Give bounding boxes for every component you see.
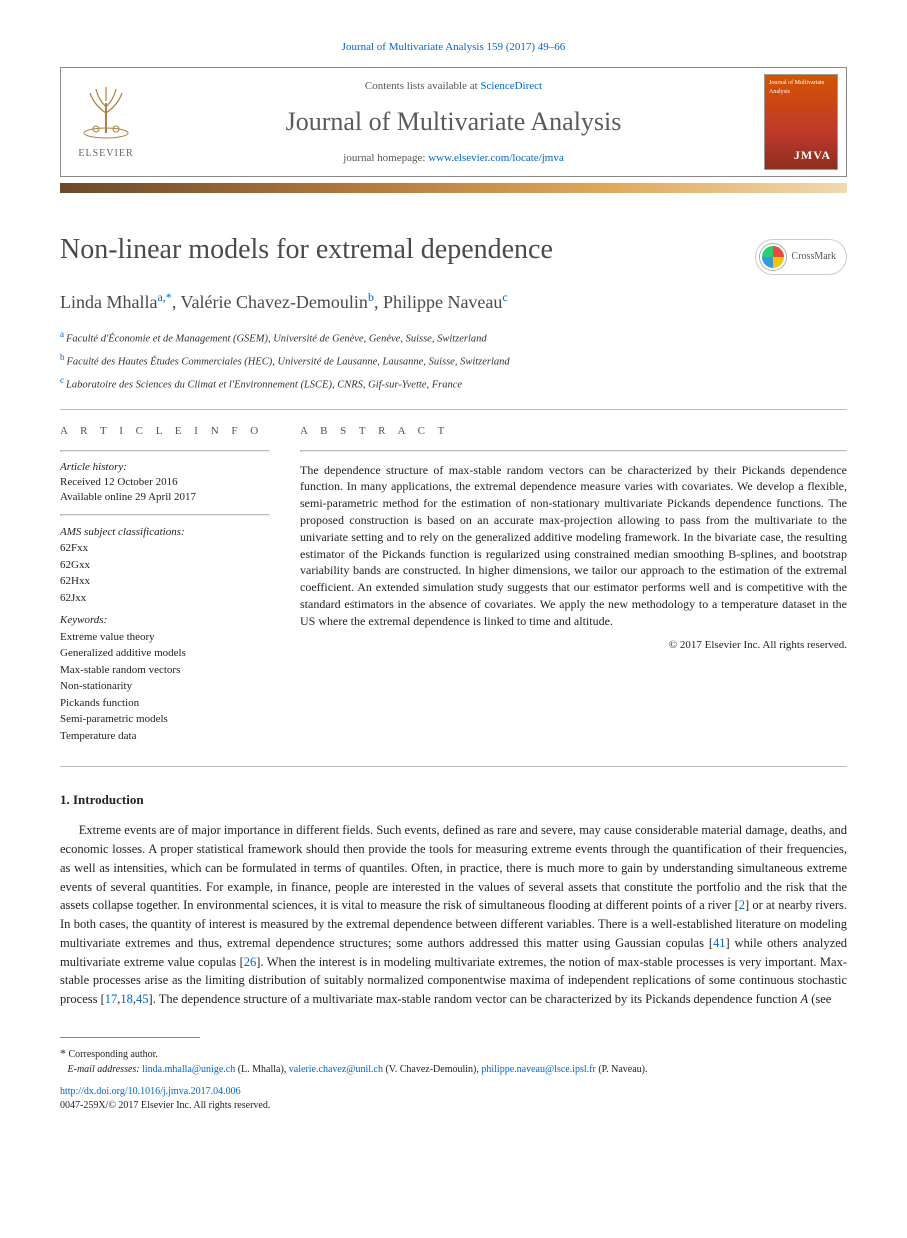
author-name[interactable]: Valérie Chavez-Demoulin	[181, 292, 368, 312]
abstract-heading: A B S T R A C T	[300, 424, 847, 439]
corr-label: Corresponding author.	[69, 1049, 158, 1060]
ref-link[interactable]: 17	[105, 992, 118, 1006]
elsevier-tree-icon	[76, 83, 136, 143]
keyword-item: Temperature data	[60, 728, 270, 745]
title-row: Non-linear models for extremal dependenc…	[60, 233, 847, 275]
keywords-block: Keywords: Extreme value theory Generaliz…	[60, 612, 270, 744]
divider-thin	[300, 450, 847, 452]
publisher-name: ELSEVIER	[78, 147, 133, 161]
author-sup[interactable]: b	[368, 290, 374, 304]
affiliation: aFaculté d'Économie et de Management (GS…	[60, 328, 847, 347]
email-label: E-mail addresses:	[68, 1064, 140, 1075]
affil-sup: b	[60, 352, 65, 362]
divider-thin	[60, 450, 270, 452]
journal-cover-cell[interactable]: Journal of Multivariate Analysis JMVA	[756, 68, 846, 176]
article-title: Non-linear models for extremal dependenc…	[60, 233, 553, 267]
ams-item: 62Hxx	[60, 573, 270, 590]
affil-sup: c	[60, 375, 64, 385]
email-who: (V. Chavez-Demoulin)	[385, 1064, 476, 1075]
author-name[interactable]: Philippe Naveau	[383, 292, 502, 312]
section-heading: 1. Introduction	[60, 791, 847, 809]
email-footnote: E-mail addresses: linda.mhalla@unige.ch …	[60, 1062, 847, 1077]
doi-link[interactable]: http://dx.doi.org/10.1016/j.jmva.2017.04…	[60, 1086, 241, 1097]
keywords-label: Keywords:	[60, 612, 270, 629]
sciencedirect-link[interactable]: ScienceDirect	[480, 80, 542, 92]
online-line: Available online 29 April 2017	[60, 490, 270, 505]
affil-sup: a	[60, 329, 64, 339]
email-link[interactable]: linda.mhalla@unige.ch	[142, 1064, 235, 1075]
header-center: Contents lists available at ScienceDirec…	[151, 68, 756, 176]
article-info-column: A R T I C L E I N F O Article history: R…	[60, 424, 270, 750]
email-link[interactable]: valerie.chavez@unil.ch	[289, 1064, 383, 1075]
ams-item: 62Gxx	[60, 557, 270, 574]
corresponding-author-note: * Corresponding author.	[60, 1044, 847, 1062]
abstract-text: The dependence structure of max-stable r…	[300, 462, 847, 630]
ref-link[interactable]: 41	[713, 936, 726, 950]
divider-thin	[60, 514, 270, 516]
keyword-item: Non-stationarity	[60, 678, 270, 695]
publisher-logo-cell[interactable]: ELSEVIER	[61, 68, 151, 176]
author-sup[interactable]: a,*	[157, 290, 171, 304]
email-link[interactable]: philippe.naveau@lsce.ipsl.fr	[481, 1064, 595, 1075]
ref-link[interactable]: 26	[244, 955, 257, 969]
homepage-url[interactable]: www.elsevier.com/locate/jmva	[428, 152, 564, 164]
footnote-separator	[60, 1037, 200, 1038]
ams-label: AMS subject classifications:	[60, 524, 270, 541]
intro-paragraph: Extreme events are of major importance i…	[60, 821, 847, 1009]
cover-title-text: Journal of Multivariate Analysis	[769, 79, 833, 96]
ams-block: AMS subject classifications: 62Fxx 62Gxx…	[60, 524, 270, 607]
ams-item: 62Fxx	[60, 540, 270, 557]
homepage-prefix: journal homepage:	[343, 152, 428, 164]
issn-line: 0047-259X/© 2017 Elsevier Inc. All right…	[60, 1099, 847, 1113]
abstract-column: A B S T R A C T The dependence structure…	[300, 424, 847, 750]
journal-cover-thumb: Journal of Multivariate Analysis JMVA	[764, 74, 838, 170]
authors-line: Linda Mhallaa,*, Valérie Chavez-Demoulin…	[60, 289, 847, 315]
ams-item: 62Jxx	[60, 590, 270, 607]
affil-text: Faculté d'Économie et de Management (GSE…	[66, 333, 487, 344]
ref-link[interactable]: 45	[136, 992, 149, 1006]
author-sup[interactable]: c	[502, 290, 507, 304]
keyword-item: Generalized additive models	[60, 645, 270, 662]
divider	[60, 409, 847, 410]
keyword-item: Pickands function	[60, 695, 270, 712]
contents-prefix: Contents lists available at	[365, 80, 480, 92]
author-name[interactable]: Linda Mhalla	[60, 292, 157, 312]
email-who: (L. Mhalla)	[238, 1064, 284, 1075]
history-block: Article history: Received 12 October 201…	[60, 460, 270, 506]
star-icon: *	[60, 1046, 66, 1060]
crossmark-badge[interactable]: CrossMark	[755, 239, 847, 275]
keyword-item: Max-stable random vectors	[60, 662, 270, 679]
doi-line: http://dx.doi.org/10.1016/j.jmva.2017.04…	[60, 1085, 847, 1099]
affiliation: bFaculté des Hautes Études Commerciales …	[60, 351, 847, 370]
ref-link[interactable]: 2	[739, 898, 745, 912]
crossmark-icon	[760, 244, 786, 270]
page-root: Journal of Multivariate Analysis 159 (20…	[0, 0, 907, 1143]
homepage-line: journal homepage: www.elsevier.com/locat…	[159, 151, 748, 166]
article-info-heading: A R T I C L E I N F O	[60, 424, 270, 439]
affiliation: cLaboratoire des Sciences du Climat et l…	[60, 374, 847, 393]
contents-available-line: Contents lists available at ScienceDirec…	[159, 79, 748, 94]
info-abstract-row: A R T I C L E I N F O Article history: R…	[60, 424, 847, 750]
affil-text: Faculté des Hautes Études Commerciales (…	[67, 356, 510, 367]
crossmark-label: CrossMark	[792, 250, 836, 264]
abstract-copyright: © 2017 Elsevier Inc. All rights reserved…	[300, 638, 847, 653]
received-line: Received 12 October 2016	[60, 475, 270, 490]
keyword-item: Semi-parametric models	[60, 711, 270, 728]
history-label: Article history:	[60, 460, 270, 475]
email-who: (P. Naveau)	[598, 1064, 645, 1075]
gradient-bar	[60, 183, 847, 193]
journal-header-box: ELSEVIER Contents lists available at Sci…	[60, 67, 847, 177]
journal-name: Journal of Multivariate Analysis	[159, 104, 748, 140]
divider	[60, 766, 847, 767]
top-citation[interactable]: Journal of Multivariate Analysis 159 (20…	[60, 40, 847, 55]
affil-text: Laboratoire des Sciences du Climat et l'…	[66, 379, 462, 390]
ref-link[interactable]: 18	[120, 992, 133, 1006]
cover-badge: JMVA	[794, 147, 831, 164]
keyword-item: Extreme value theory	[60, 629, 270, 646]
